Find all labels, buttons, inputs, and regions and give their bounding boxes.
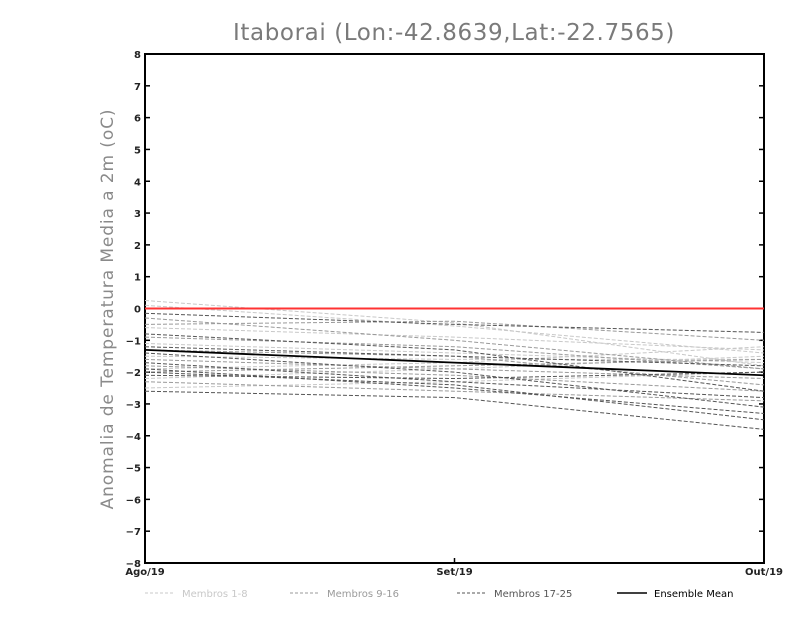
- member-line: [144, 358, 765, 373]
- member-line: [144, 336, 765, 370]
- member-line: [144, 333, 765, 392]
- member-line: [144, 320, 765, 341]
- y-tick-label: −5: [126, 464, 141, 475]
- member-line: [144, 371, 765, 389]
- member-line: [144, 317, 765, 370]
- y-tick-label: −6: [126, 495, 141, 506]
- member-line: [144, 381, 765, 402]
- y-tick-label: 3: [134, 209, 141, 220]
- y-tick-label: −7: [126, 527, 141, 538]
- member-line: [144, 368, 765, 414]
- member-line: [144, 355, 764, 360]
- y-tick-label: −1: [126, 336, 141, 347]
- legend-label: Membros 17-25: [494, 589, 572, 600]
- y-tick-label: 6: [134, 114, 141, 125]
- x-tick-label: Out/19: [745, 567, 783, 578]
- legend-label: Membros 1-8: [182, 589, 248, 600]
- y-tick-label: −8: [126, 559, 141, 570]
- y-tick-label: 0: [134, 305, 141, 316]
- y-tick-label: −4: [126, 432, 141, 443]
- member-line: [144, 362, 765, 399]
- y-tick-label: 4: [134, 177, 141, 188]
- chart-title: Itaborai (Lon:-42.8639,Lat:-22.7565): [233, 20, 675, 46]
- member-line: [144, 352, 765, 408]
- y-tick-label: 1: [134, 273, 141, 284]
- member-line: [144, 312, 765, 333]
- y-tick-label: 5: [134, 145, 141, 156]
- member-line: [144, 358, 765, 379]
- y-tick-label: −3: [126, 400, 141, 411]
- member-line: [144, 371, 765, 380]
- x-tick-label: Ago/19: [125, 567, 164, 578]
- member-line: [144, 390, 765, 430]
- y-tick-label: 7: [134, 82, 141, 93]
- legend-label: Ensemble Mean: [654, 589, 733, 600]
- y-tick-label: −2: [126, 368, 141, 379]
- legend-label: Membros 9-16: [327, 589, 399, 600]
- member-line: [144, 346, 765, 367]
- ensemble-mean-line: [144, 349, 765, 377]
- y-tick-label: 2: [134, 241, 141, 252]
- y-tick-label: 8: [134, 50, 141, 61]
- legend: Membros 1-8 Membros 9-16 Membros 17-25 Ense…: [145, 589, 733, 600]
- y-axis-label: Anomalia de Temperatura Media a 2m (oC): [98, 109, 118, 510]
- member-line: [144, 304, 765, 354]
- x-tick-label: Set/19: [436, 567, 472, 578]
- member-line: [144, 327, 765, 351]
